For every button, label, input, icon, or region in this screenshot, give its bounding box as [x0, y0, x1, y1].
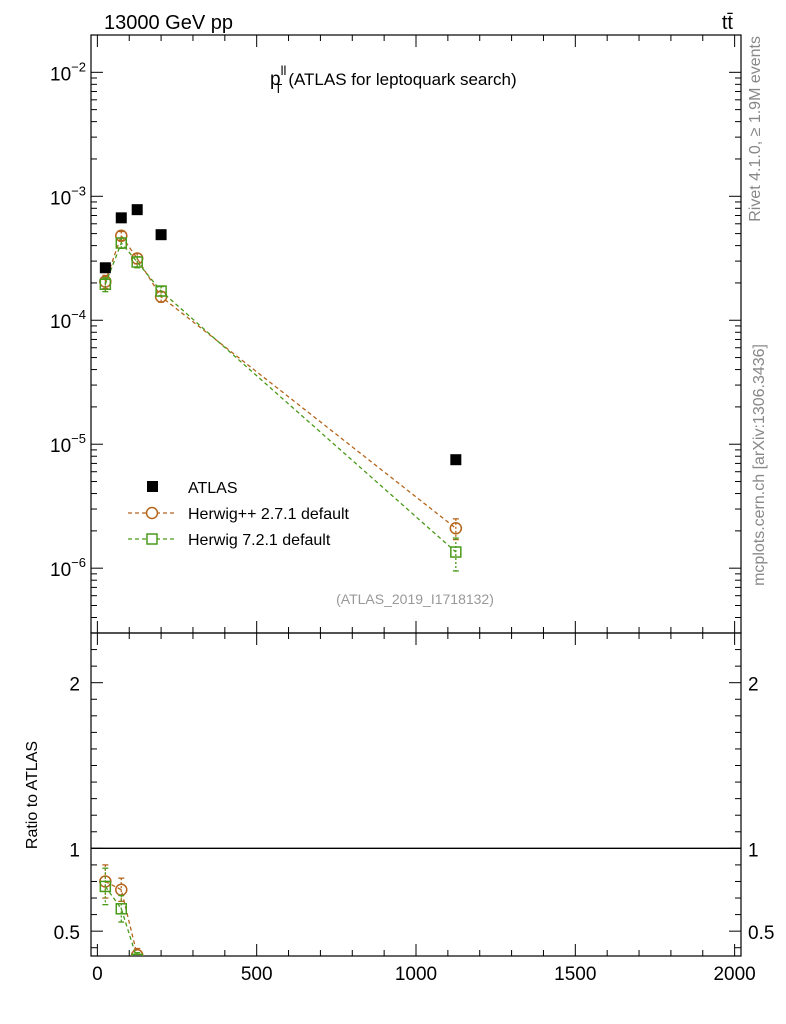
y-tick-label: 10−5	[50, 431, 86, 457]
series-line	[105, 880, 138, 956]
ratio-y-tick-label-right: 2	[748, 675, 759, 696]
ratio-series-group	[99, 864, 144, 956]
data-point	[99, 262, 111, 274]
data-point	[450, 546, 462, 558]
legend-marker-atlas	[147, 481, 158, 492]
header-right: tt̄	[722, 12, 734, 34]
x-tick-label: 1000	[395, 964, 437, 985]
data-point	[131, 204, 143, 216]
header-left: 13000 GeV pp	[104, 12, 233, 34]
main-data-layer	[99, 204, 463, 572]
y-tick-label: 10−2	[50, 59, 86, 85]
data-point	[131, 256, 143, 268]
version-label: Rivet 4.1.0, ≥ 1.9M events	[747, 36, 764, 222]
ratio-y-tick-label: 1	[69, 840, 80, 861]
ratio-axis-ticks: 0.5 0.5 1 1 2 2 0 500 1000 1500 2000	[54, 633, 774, 985]
ratio-y-tick-label: 2	[69, 675, 80, 696]
ratio-panel-frame	[90, 632, 742, 957]
data-point	[449, 521, 463, 535]
ratio-y-tick-label-right: 0.5	[748, 923, 774, 944]
data-point	[155, 229, 167, 241]
data-point	[115, 237, 128, 249]
data-point	[450, 454, 462, 466]
data-point	[99, 278, 112, 291]
data-point	[155, 285, 167, 297]
ratio-data-layer	[99, 864, 144, 956]
ratio-y-tick-label-right: 1	[748, 840, 759, 861]
data-point	[99, 880, 112, 893]
main-axis-ticks: 10−6 10−5 10−4 10−3 10−2	[50, 34, 741, 634]
y-tick-label: 10−3	[50, 183, 86, 209]
ratio-ylabel: Ratio to ATLAS	[24, 741, 41, 849]
legend-label-herwig7: Herwig 7.2.1 default	[188, 532, 331, 549]
x-tick-label: 1500	[554, 964, 596, 985]
x-tick-label: 0	[92, 964, 103, 985]
series-line	[104, 241, 457, 553]
x-tick-label: 2000	[713, 964, 755, 985]
legend: ATLAS Herwig++ 2.7.1 default Herwig 7.2.…	[128, 480, 350, 549]
data-point	[115, 229, 128, 243]
legend-marker-herwig7	[146, 533, 158, 545]
y-tick-label: 10−6	[50, 555, 86, 581]
y-tick-label: 10−4	[50, 307, 86, 333]
legend-label-atlas: ATLAS	[188, 480, 238, 497]
ratio-y-tick-label: 0.5	[54, 923, 80, 944]
data-point	[115, 903, 128, 915]
data-point	[131, 953, 143, 956]
series-line	[104, 234, 457, 529]
data-point	[115, 212, 127, 224]
series-line	[104, 886, 137, 956]
x-tick-label: 500	[241, 964, 273, 985]
source-label: mcplots.cern.ch [arXiv:1306.3436]	[751, 344, 768, 586]
analysis-id: (ATLAS_2019_I1718132)	[336, 591, 494, 607]
legend-label-herwigpp: Herwig++ 2.7.1 default	[188, 506, 350, 523]
legend-marker-herwigpp	[145, 506, 159, 520]
main-title: pll T (ATLAS for leptoquark search)	[270, 63, 517, 96]
